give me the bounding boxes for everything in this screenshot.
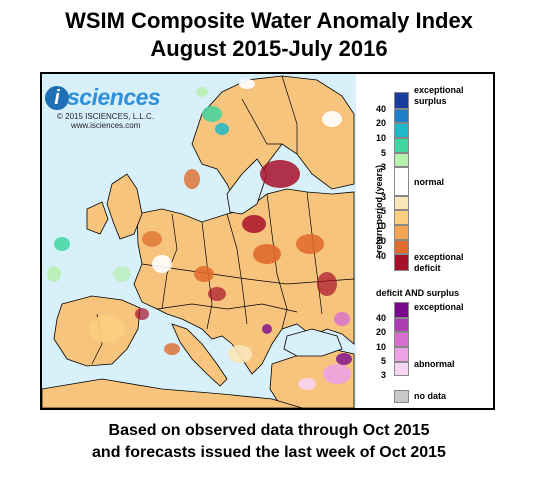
swatch-both-40 bbox=[394, 302, 409, 318]
tick-both-3: 3 bbox=[381, 370, 387, 380]
map-subtitle: August 2015-July 2016 bbox=[150, 36, 388, 61]
tick-surplus-3: 3 bbox=[381, 162, 387, 172]
britain-land bbox=[106, 173, 143, 240]
map-title: WSIM Composite Water Anomaly Index bbox=[65, 8, 473, 33]
ireland-land bbox=[86, 201, 109, 235]
surplus-areas bbox=[47, 79, 342, 282]
logo-url: www.isciences.com bbox=[71, 121, 141, 130]
tick-surplus-5: 5 bbox=[381, 148, 387, 158]
legend-both-heading: deficit AND surplus bbox=[376, 288, 460, 298]
map-frame: i sciences © 2015 ISCIENCES, L.L.C. www.… bbox=[40, 72, 495, 410]
legend-deficit-heading-1: exceptional bbox=[414, 252, 464, 262]
footer-line-1: Based on observed data through Oct 2015 bbox=[108, 422, 430, 439]
europe-map bbox=[42, 74, 356, 408]
legend-normal-label: normal bbox=[414, 177, 445, 187]
logo-copyright-line: © 2015 ISCIENCES, L.L.C. bbox=[57, 112, 155, 121]
swatch-surplus-5 bbox=[394, 138, 409, 153]
tick-surplus-10: 10 bbox=[376, 133, 387, 143]
logo-copyright: © 2015 ISCIENCES, L.L.C. www.isciences.c… bbox=[57, 112, 154, 130]
swatch-deficit-40 bbox=[394, 254, 409, 271]
swatch-both-20 bbox=[394, 318, 409, 332]
tick-deficit-5: 5 bbox=[381, 206, 387, 216]
tick-deficit-20: 20 bbox=[376, 236, 387, 246]
tick-deficit-40: 40 bbox=[376, 251, 387, 261]
deficit-areas bbox=[89, 160, 337, 363]
legend-surplus-heading-1: exceptional bbox=[414, 85, 464, 95]
tick-both-10: 10 bbox=[376, 342, 387, 352]
swatch-deficit-20 bbox=[394, 240, 409, 254]
swatch-surplus-3 bbox=[394, 153, 409, 167]
country-borders bbox=[91, 75, 355, 365]
swatch-both-10 bbox=[394, 332, 409, 347]
tick-both-20: 20 bbox=[376, 327, 387, 337]
swatch-both-5 bbox=[394, 347, 409, 362]
swatch-deficit-5 bbox=[394, 210, 409, 225]
tick-deficit-10: 10 bbox=[376, 221, 387, 231]
italy-land bbox=[171, 323, 228, 387]
swatch-deficit-3 bbox=[394, 196, 409, 210]
swatch-deficit-10 bbox=[394, 225, 409, 240]
swatch-nodata bbox=[394, 390, 409, 403]
north-africa-land bbox=[42, 378, 303, 408]
swatch-surplus-20 bbox=[394, 109, 409, 123]
legend-both-top-label: exceptional bbox=[414, 302, 464, 312]
tick-deficit-3: 3 bbox=[381, 192, 387, 202]
tick-surplus-40: 40 bbox=[376, 104, 387, 114]
tick-both-5: 5 bbox=[381, 356, 387, 366]
logo-name: sciences bbox=[67, 84, 161, 110]
legend-surplus-heading-2: surplus bbox=[414, 96, 447, 106]
scandinavia-land bbox=[191, 75, 355, 205]
logo-mark: i bbox=[45, 86, 69, 110]
baltic-sea bbox=[226, 158, 268, 215]
legend: return period (years) exceptional surplu… bbox=[356, 74, 493, 408]
swatch-both-3 bbox=[394, 362, 409, 376]
legend-both-bottom-label: abnormal bbox=[414, 359, 455, 369]
legend-nodata-label: no data bbox=[414, 391, 447, 401]
both-areas bbox=[262, 312, 352, 390]
legend-deficit-heading-2: deficit bbox=[414, 263, 441, 273]
tick-surplus-20: 20 bbox=[376, 118, 387, 128]
swatch-normal bbox=[394, 167, 409, 196]
black-sea bbox=[283, 328, 343, 357]
swatch-surplus-10 bbox=[394, 123, 409, 138]
tick-both-40: 40 bbox=[376, 313, 387, 323]
swatch-surplus-40 bbox=[394, 92, 409, 109]
isciences-logo: i sciences © 2015 ISCIENCES, L.L.C. www.… bbox=[45, 84, 161, 132]
footer-line-2: and forecasts issued the last week of Oc… bbox=[92, 444, 446, 461]
